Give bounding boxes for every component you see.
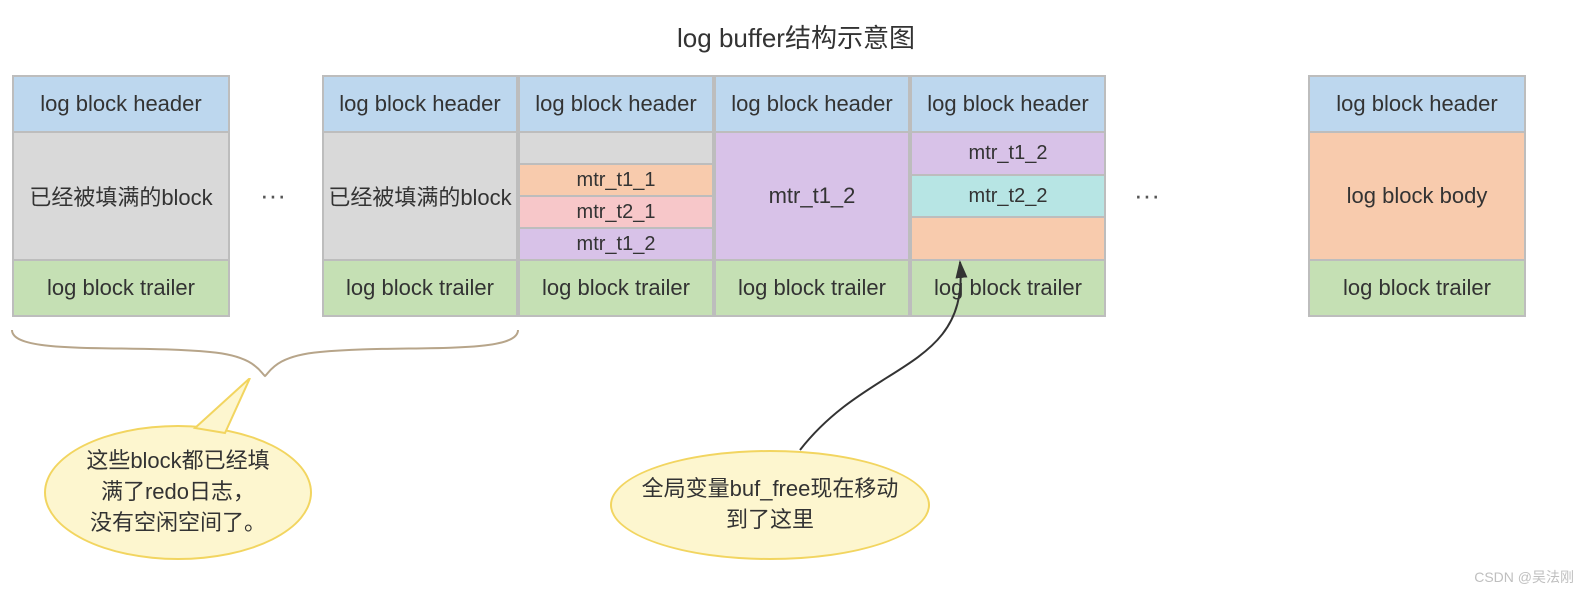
callout-right-line2: 到了这里 [726, 507, 814, 532]
callout-right: 全局变量buf_free现在移动 到了这里 [610, 450, 930, 560]
callout-right-text: 全局变量buf_free现在移动 到了这里 [642, 474, 899, 536]
callout-left-line1: 这些block都已经填 [86, 448, 269, 473]
block-trailer: log block trailer [1309, 260, 1525, 316]
callout-left-line2: 满了redo日志， [101, 479, 255, 504]
block-col-last: log block header log block body log bloc… [1308, 75, 1526, 317]
callout-left-text: 这些block都已经填 满了redo日志， 没有空闲空间了。 [86, 446, 269, 538]
callout-right-line1: 全局变量buf_free现在移动 [642, 476, 899, 501]
block-body-empty: log block body [1309, 132, 1525, 260]
block-header: log block header [1309, 76, 1525, 132]
callout-left-line3: 没有空闲空间了。 [90, 510, 266, 535]
callout-left-tail-icon [180, 378, 270, 438]
callout-left: 这些block都已经填 满了redo日志， 没有空闲空间了。 [44, 425, 312, 560]
watermark-text: CSDN @吴法刚 [1474, 567, 1574, 587]
